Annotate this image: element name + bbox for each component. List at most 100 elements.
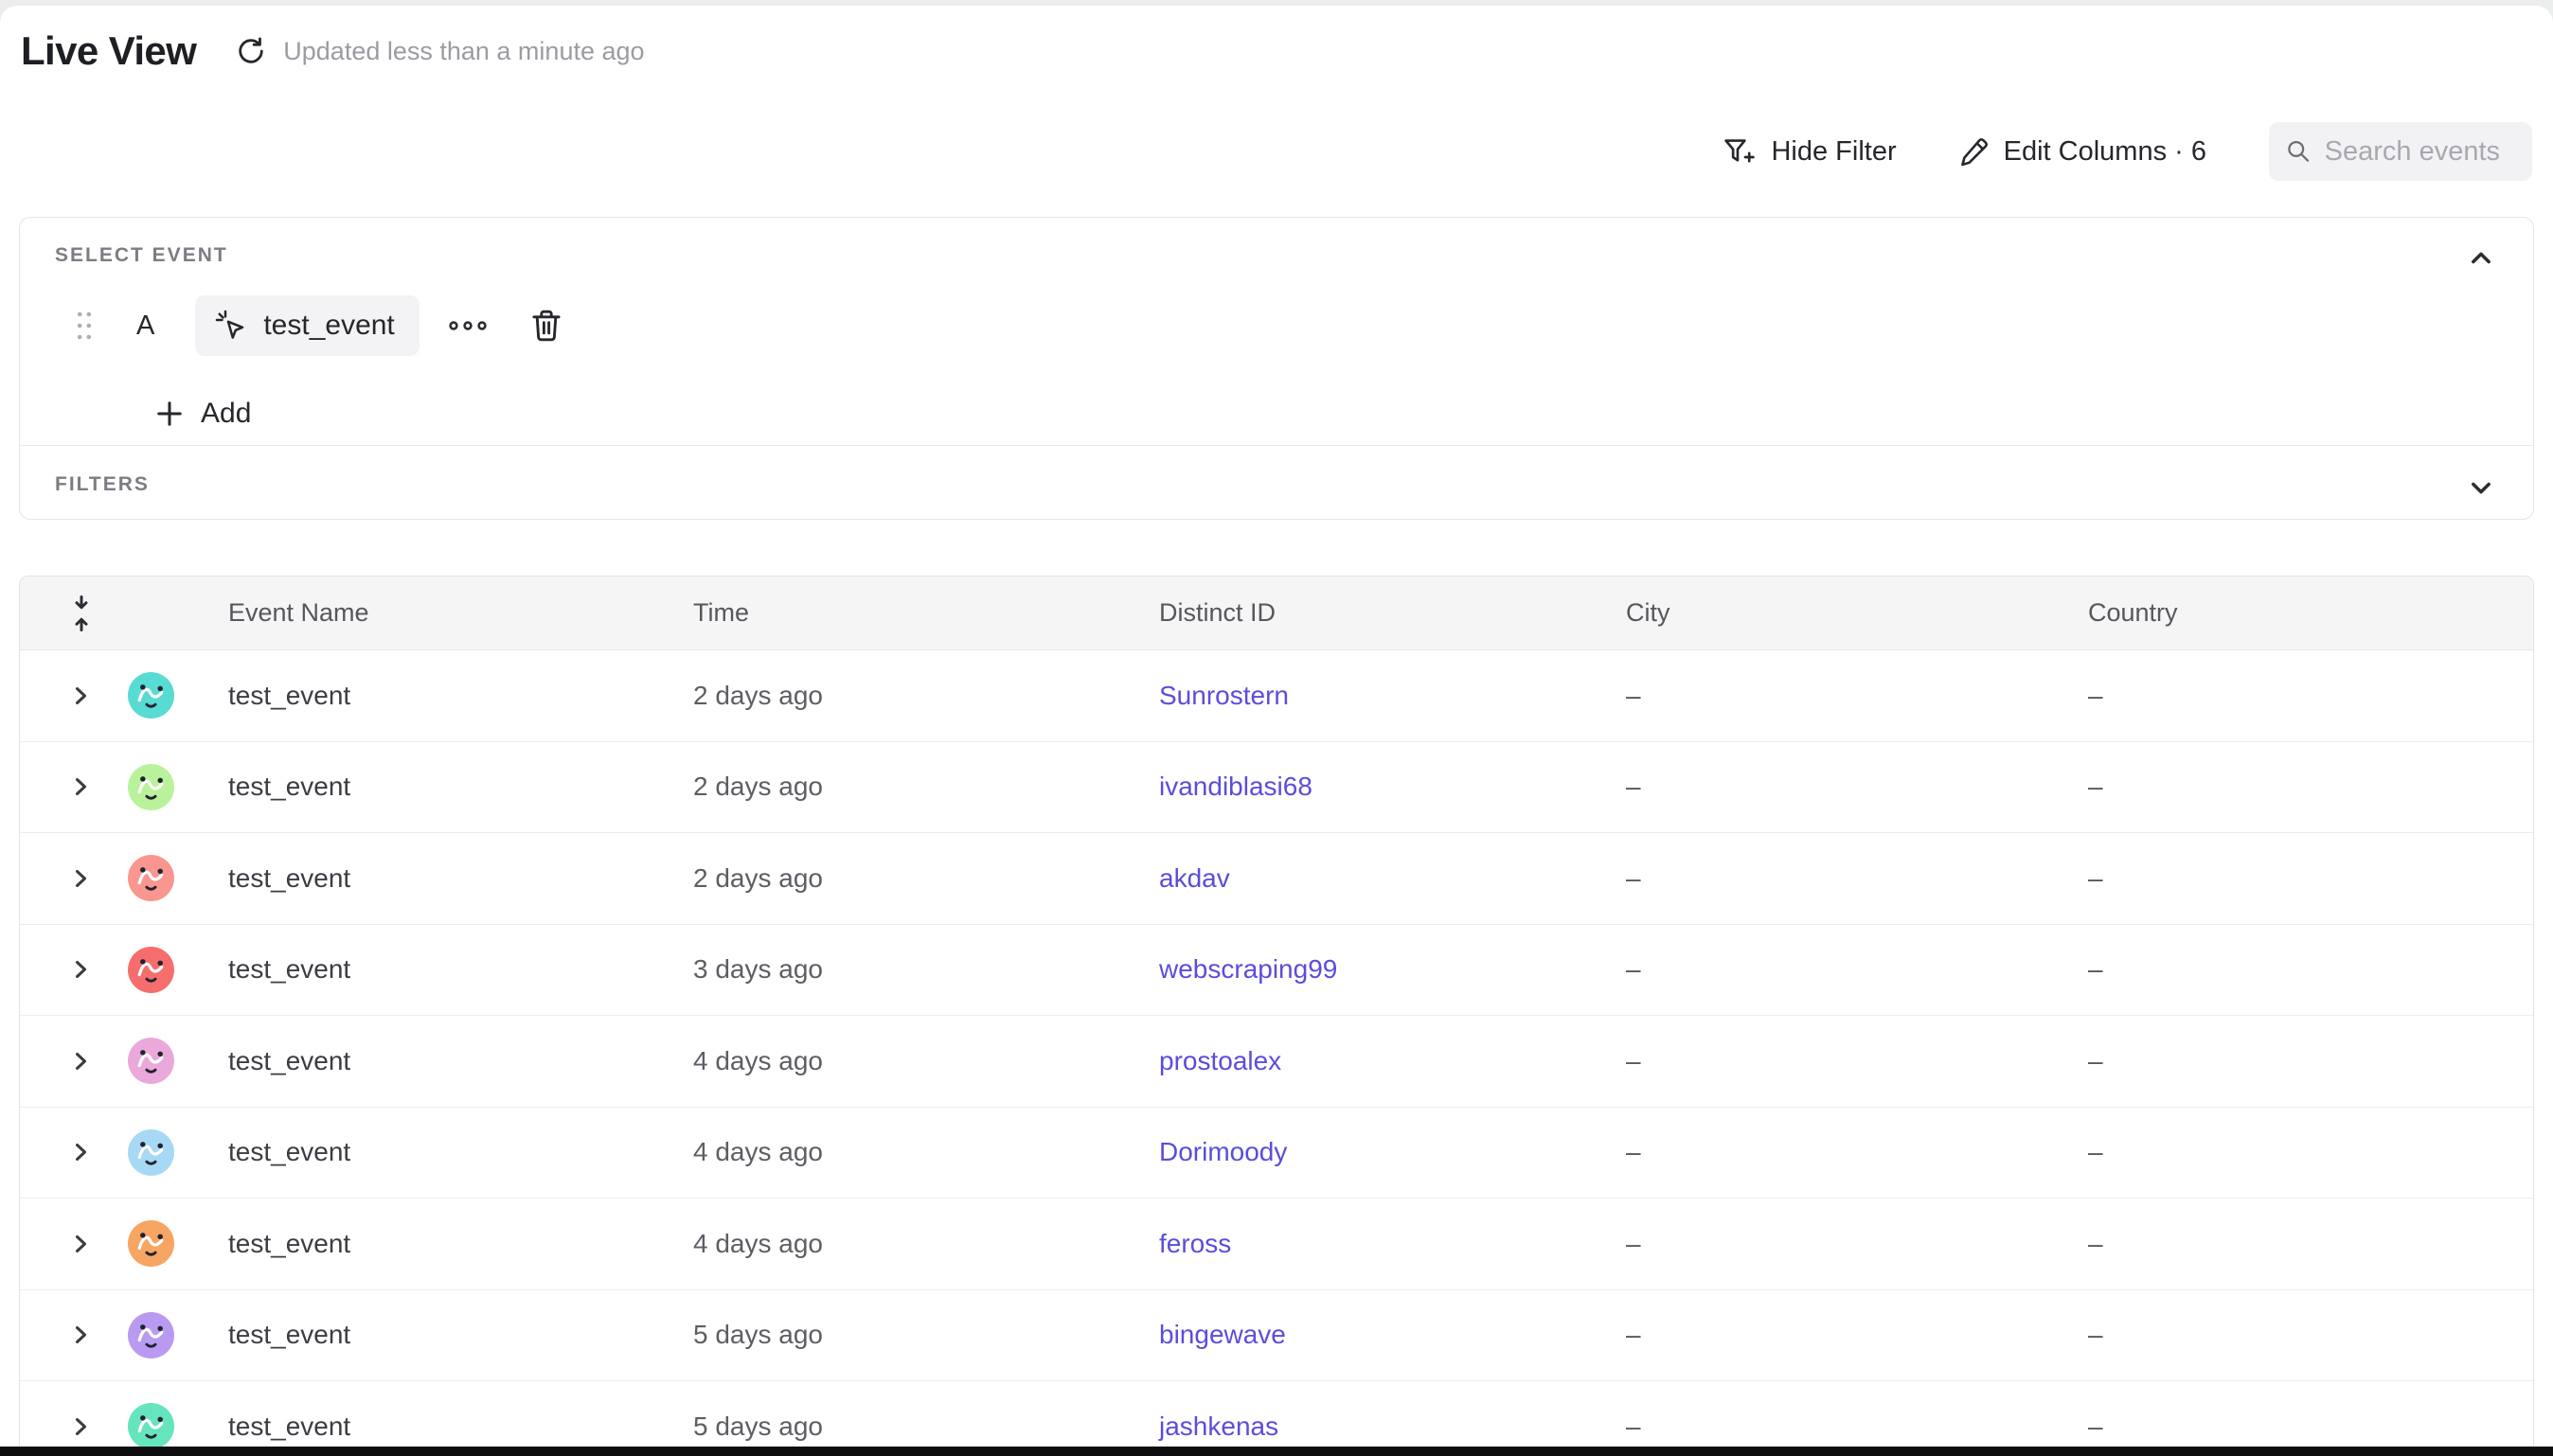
select-event-section-label: SELECT EVENT — [55, 244, 228, 266]
time-cell: 2 days ago — [693, 680, 823, 710]
table-row: test_event 2 days ago akdav – – — [20, 833, 2533, 925]
query-builder-card: SELECT EVENT A test_event — [19, 217, 2534, 520]
distinct-id-link[interactable]: akdav — [1159, 862, 1230, 893]
time-cell: 4 days ago — [693, 1228, 823, 1258]
user-avatar-icon — [128, 1038, 174, 1085]
row-expand-chevron-icon[interactable] — [69, 867, 92, 890]
user-avatar-icon — [128, 1220, 174, 1268]
search-input[interactable] — [2324, 135, 2515, 168]
distinct-id-link[interactable]: feross — [1159, 1228, 1232, 1258]
cursor-click-icon — [216, 310, 244, 339]
city-cell: – — [1626, 1137, 1641, 1167]
row-expand-chevron-icon[interactable] — [69, 1141, 92, 1163]
user-avatar-icon — [128, 1128, 174, 1176]
table-header-row: Event Name Time Distinct ID City Country — [20, 577, 2533, 650]
collapse-select-event-button[interactable] — [2465, 242, 2497, 275]
event-selector-chip[interactable]: test_event — [195, 295, 420, 356]
row-expand-chevron-icon[interactable] — [69, 1415, 92, 1438]
column-header-time: Time — [693, 598, 749, 627]
drag-handle-icon — [77, 311, 92, 340]
row-expand-chevron-icon[interactable] — [69, 1050, 92, 1073]
user-avatar-icon — [128, 672, 174, 719]
country-cell: – — [2088, 1137, 2103, 1167]
city-cell: – — [1626, 862, 1641, 893]
hide-filter-label: Hide Filter — [1771, 135, 1897, 167]
page-title: Live View — [21, 28, 197, 73]
collapse-all-button[interactable] — [20, 595, 110, 632]
pencil-icon — [1960, 137, 1988, 167]
country-cell: – — [2088, 862, 2103, 893]
distinct-id-link[interactable]: Dorimoody — [1159, 1137, 1288, 1167]
event-more-options-button[interactable] — [448, 317, 488, 334]
city-cell: – — [1626, 1320, 1641, 1350]
country-cell: – — [2088, 954, 2103, 985]
row-expand-chevron-icon[interactable] — [69, 958, 92, 981]
trash-icon — [532, 310, 561, 342]
distinct-id-link[interactable]: webscraping99 — [1159, 954, 1338, 985]
delete-event-button[interactable] — [530, 308, 562, 344]
user-avatar-icon — [128, 1403, 174, 1447]
event-clause-row: A test_event — [75, 295, 562, 356]
user-avatar-icon — [128, 855, 174, 902]
add-event-button[interactable]: Add — [155, 390, 251, 437]
city-cell: – — [1626, 680, 1641, 710]
filter-plus-icon — [1724, 139, 1756, 163]
row-expand-chevron-icon[interactable] — [69, 1323, 92, 1346]
event-name-cell: test_event — [228, 1228, 351, 1258]
event-name-cell: test_event — [228, 1045, 351, 1075]
table-row: test_event 4 days ago feross – – — [20, 1199, 2533, 1290]
time-cell: 4 days ago — [693, 1137, 823, 1167]
event-name-cell: test_event — [228, 1137, 351, 1167]
edit-columns-button[interactable]: Edit Columns · 6 — [1959, 136, 2206, 168]
toolbar: Hide Filter Edit Columns · 6 — [1723, 121, 2532, 182]
distinct-id-link[interactable]: ivandiblasi68 — [1159, 772, 1312, 802]
collapse-rows-icon — [75, 595, 88, 631]
city-cell: – — [1626, 954, 1641, 985]
search-box[interactable] — [2269, 122, 2532, 181]
event-name-cell: test_event — [228, 1320, 351, 1350]
row-expand-chevron-icon[interactable] — [69, 1233, 92, 1255]
drag-handle[interactable] — [75, 309, 96, 343]
event-chip-label: test_event — [263, 310, 395, 341]
section-divider — [20, 445, 2533, 446]
table-row: test_event 4 days ago prostoalex – – — [20, 1016, 2533, 1108]
event-name-cell: test_event — [228, 862, 351, 893]
expand-filters-button[interactable] — [2465, 471, 2497, 504]
country-cell: – — [2088, 1228, 2103, 1258]
time-cell: 5 days ago — [693, 1411, 823, 1441]
time-cell: 2 days ago — [693, 772, 823, 802]
row-expand-chevron-icon[interactable] — [69, 684, 92, 707]
time-cell: 3 days ago — [693, 954, 823, 985]
user-avatar-icon — [128, 1311, 174, 1358]
table-row: test_event 4 days ago Dorimoody – – — [20, 1107, 2533, 1199]
country-cell: – — [2088, 1411, 2103, 1441]
country-cell: – — [2088, 1045, 2103, 1075]
table-row: test_event 2 days ago ivandiblasi68 – – — [20, 741, 2533, 833]
refresh-button[interactable] — [232, 32, 270, 70]
city-cell: – — [1626, 772, 1641, 802]
add-label: Add — [201, 398, 252, 429]
table-row: test_event 2 days ago Sunrostern – – — [20, 650, 2533, 742]
distinct-id-link[interactable]: prostoalex — [1159, 1045, 1282, 1075]
column-header-country: Country — [2088, 598, 2178, 627]
column-header-event-name: Event Name — [228, 598, 369, 627]
event-name-cell: test_event — [228, 772, 351, 802]
distinct-id-link[interactable]: jashkenas — [1159, 1411, 1279, 1441]
distinct-id-link[interactable]: Sunrostern — [1159, 680, 1289, 710]
time-cell: 2 days ago — [693, 862, 823, 893]
event-name-cell: test_event — [228, 680, 351, 710]
chevron-down-icon — [2472, 482, 2491, 494]
city-cell: – — [1626, 1045, 1641, 1075]
filters-section-label: FILTERS — [55, 473, 150, 495]
edit-columns-label: Edit Columns · 6 — [2003, 135, 2206, 167]
row-expand-chevron-icon[interactable] — [69, 775, 92, 798]
event-name-cell: test_event — [228, 954, 351, 985]
country-cell: – — [2088, 680, 2103, 710]
time-cell: 4 days ago — [693, 1045, 823, 1075]
refresh-icon — [239, 37, 263, 63]
column-header-city: City — [1626, 598, 1670, 627]
distinct-id-link[interactable]: bingewave — [1159, 1320, 1286, 1350]
time-cell: 5 days ago — [693, 1320, 823, 1350]
hide-filter-button[interactable]: Hide Filter — [1723, 135, 1897, 168]
updated-status: Updated less than a minute ago — [283, 36, 645, 65]
